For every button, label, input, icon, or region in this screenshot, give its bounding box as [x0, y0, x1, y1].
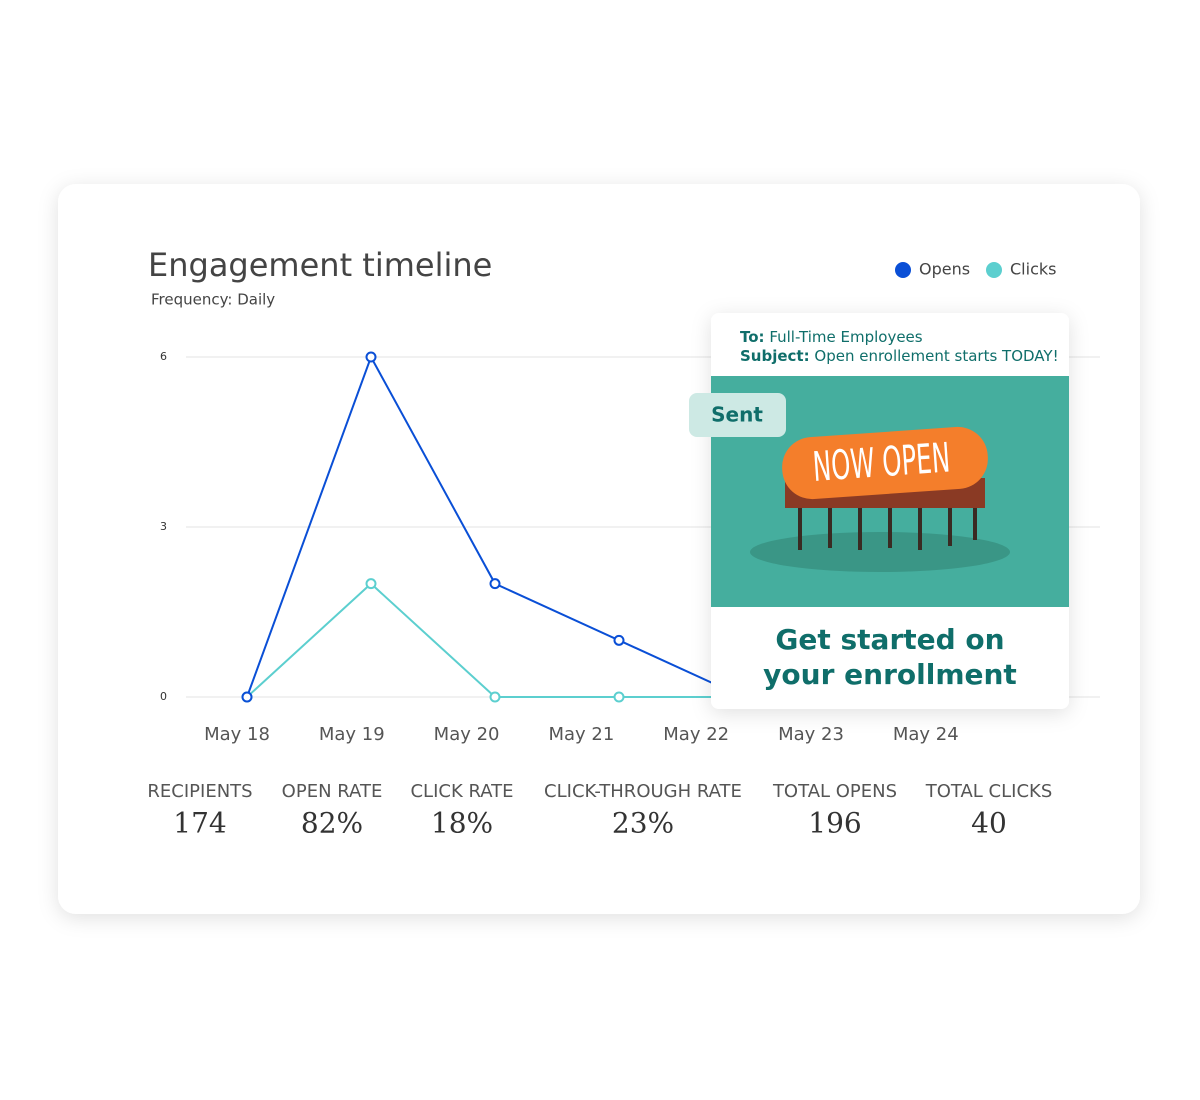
- legend-label: Clicks: [1010, 260, 1056, 279]
- data-point: [613, 634, 625, 646]
- x-tick-label: May 18: [204, 724, 270, 745]
- stat-label: RECIPIENTS: [147, 781, 252, 802]
- stat-value: 40: [971, 807, 1007, 840]
- legend: Opens Clicks: [895, 260, 1056, 279]
- x-tick-label: May 19: [319, 724, 385, 745]
- chart-subtitle: Frequency: Daily: [151, 291, 275, 309]
- headline: Get started on: [775, 623, 1004, 656]
- stat-value: 174: [173, 807, 226, 840]
- data-point: [365, 351, 377, 363]
- stat-value: 196: [808, 807, 861, 840]
- data-point: [613, 691, 625, 703]
- stats: RECIPIENTS 174 OPEN RATE 82% CLICK RATE 18% CL…: [147, 781, 1052, 840]
- status-badge: [689, 393, 786, 437]
- chart-title: Engagement timeline: [148, 246, 492, 284]
- y-tick-label: 3: [160, 520, 167, 533]
- data-point: [489, 691, 501, 703]
- stat-value: 82%: [301, 807, 363, 840]
- data-point: [489, 578, 501, 590]
- x-tick-label: May 22: [663, 724, 729, 745]
- status-text: Sent: [711, 403, 763, 427]
- email-to: To: Full-Time Employees: [740, 328, 923, 346]
- x-tick-label: May 23: [778, 724, 844, 745]
- data-point: [241, 691, 253, 703]
- legend-marker: [986, 262, 1002, 278]
- x-tick-label: May 21: [548, 724, 614, 745]
- billboard-shadow: [750, 532, 1010, 572]
- stat-label: CLICK-THROUGH RATE: [544, 781, 742, 802]
- legend-label: Opens: [919, 260, 970, 279]
- billboard-text: NOW OPEN: [811, 435, 951, 492]
- y-tick-label: 6: [160, 350, 167, 363]
- headline: your enrollment: [763, 658, 1017, 691]
- y-tick-label: 0: [160, 690, 167, 703]
- billboard-legs: [798, 500, 977, 550]
- x-tick-label: May 24: [893, 724, 959, 745]
- x-tick-label: May 20: [434, 724, 500, 745]
- stat-value: 18%: [431, 807, 493, 840]
- stat-label: TOTAL OPENS: [772, 781, 897, 802]
- stat-label: TOTAL CLICKS: [925, 781, 1053, 802]
- email-subject: Subject: Open enrollement starts TODAY!: [740, 347, 1059, 365]
- billboard: [782, 426, 988, 500]
- stat-value: 23%: [612, 807, 674, 840]
- data-point: [365, 578, 377, 590]
- stat-label: CLICK RATE: [410, 781, 513, 802]
- stat-label: OPEN RATE: [282, 781, 383, 802]
- email-preview: To: Full-Time Employees Subject: Open en…: [689, 313, 1069, 709]
- legend-marker: [895, 262, 911, 278]
